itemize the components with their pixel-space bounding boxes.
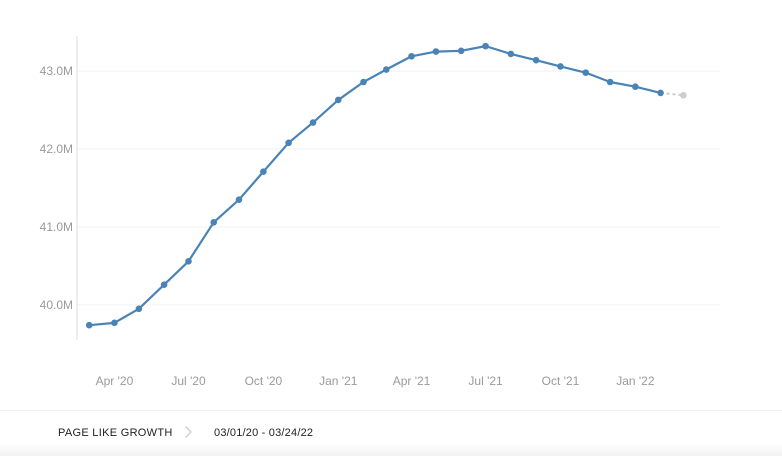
y-tick-label: 43.0M (40, 64, 73, 78)
data-point (260, 168, 267, 175)
data-point (482, 42, 489, 50)
x-tick-label: Apr '20 (96, 374, 134, 388)
y-tick-label: 40.0M (40, 298, 73, 312)
data-point (632, 83, 639, 90)
chart-canvas: 40.0M 41.0M 42.0M 43.0M Apr '20 Jul '20 Oct '… (40, 36, 720, 388)
data-point (606, 78, 614, 86)
chevron-right-icon (180, 424, 196, 440)
x-tick-label: Jan '21 (319, 374, 358, 388)
x-tick-label: Oct '21 (542, 374, 580, 388)
chart-footer: PAGE LIKE GROWTH 03/01/20 - 03/24/22 (0, 410, 782, 456)
data-point (309, 119, 317, 126)
data-point (408, 52, 415, 60)
line-chart: 40.0M 41.0M 42.0M 43.0M Apr '20 Jul '20 Oct '… (40, 36, 720, 388)
data-point (334, 96, 342, 104)
metric-title: PAGE LIKE GROWTH (58, 427, 173, 439)
data-points (85, 42, 687, 329)
data-point (185, 257, 192, 265)
x-tick-label: Oct '20 (245, 374, 283, 388)
date-range-label: 03/01/20 - 03/24/22 (214, 427, 314, 439)
y-axis-ticks: 40.0M 41.0M 42.0M 43.0M (40, 64, 73, 312)
data-point (235, 196, 243, 203)
data-point (85, 321, 93, 329)
data-point (210, 218, 218, 226)
x-axis-ticks: Apr '20 Jul '20 Oct '20 Jan '21 Apr '21 Jul '… (96, 374, 655, 388)
data-point (657, 89, 664, 97)
data-point (532, 56, 540, 64)
x-tick-label: Jul '21 (468, 374, 503, 388)
projected-data-point (680, 91, 687, 99)
series-line (88, 45, 662, 327)
data-point (582, 69, 590, 76)
projection-line (660, 91, 684, 97)
y-tick-label: 41.0M (40, 220, 73, 234)
data-point (432, 48, 440, 55)
data-point (360, 78, 367, 86)
data-point (507, 50, 515, 58)
x-tick-label: Apr '21 (393, 374, 431, 388)
data-point (135, 305, 143, 313)
gridlines (77, 70, 720, 306)
data-point (160, 281, 168, 288)
x-tick-label: Jan '22 (616, 374, 655, 388)
data-point (457, 47, 465, 55)
x-tick-label: Jul '20 (171, 374, 206, 388)
data-point (111, 319, 118, 327)
y-tick-label: 42.0M (40, 142, 73, 156)
data-point (382, 66, 390, 73)
data-point (285, 139, 292, 147)
data-point (557, 63, 564, 70)
series-line-layer (88, 45, 684, 327)
